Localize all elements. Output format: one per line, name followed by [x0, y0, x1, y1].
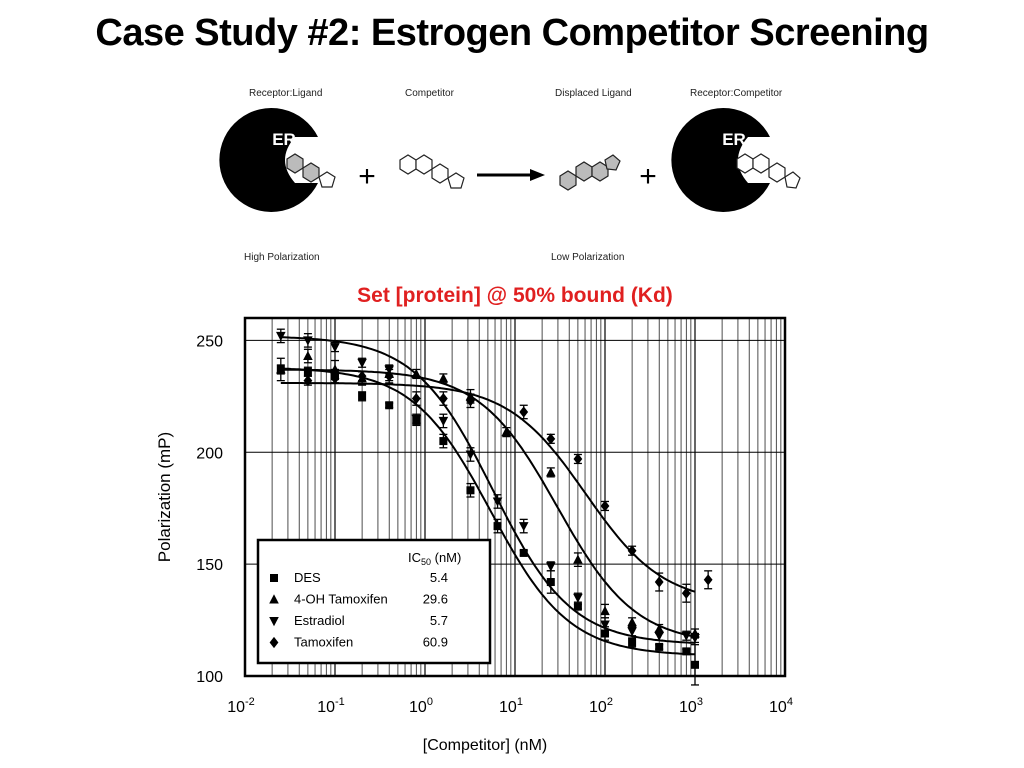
- legend-marker-des: [270, 574, 278, 582]
- data-point-des: [303, 367, 312, 376]
- slide-title: Case Study #2: Estrogen Competitor Scree…: [95, 12, 929, 54]
- data-point-estradiol: [411, 414, 422, 424]
- data-point-tamoxifen: [438, 392, 448, 405]
- data-point-tamoxifen: [303, 375, 313, 387]
- data-point-4-oh-tamoxifen: [276, 364, 286, 374]
- data-point-des: [358, 392, 367, 401]
- data-point-estradiol: [627, 627, 637, 637]
- legend-label-4-oh-tamoxifen: 4-OH Tamoxifen: [294, 592, 388, 607]
- data-point-tamoxifen: [466, 395, 475, 407]
- receptor-competitor-label: Receptor:Competitor: [690, 88, 783, 99]
- data-point-4-oh-tamoxifen: [627, 617, 637, 627]
- data-point-tamoxifen: [546, 433, 556, 445]
- data-point-estradiol: [681, 631, 692, 641]
- legend-ic50-estradiol: 5.7: [430, 613, 448, 628]
- legend-marker-4-oh-tamoxifen: [269, 594, 279, 604]
- legend-box: [256, 538, 492, 665]
- legend-ic50-des: 5.4: [430, 570, 448, 585]
- y-axis-label: Polarization (mP): [155, 432, 174, 562]
- data-point-des: [682, 647, 691, 656]
- data-point-tamoxifen: [703, 574, 713, 586]
- data-point-tamoxifen: [573, 453, 583, 465]
- legend-header: IC50 (nM): [408, 550, 461, 567]
- data-point-estradiol: [573, 593, 583, 603]
- x-tick-label: 10-1: [317, 696, 345, 716]
- x-tick-label: 103: [679, 696, 703, 716]
- legend-ic50-tamoxifen: 60.9: [423, 635, 448, 650]
- x-tick-label: 101: [499, 696, 523, 716]
- data-point-des: [493, 522, 502, 531]
- x-tick-label: 102: [589, 696, 613, 716]
- x-axis-label: [Competitor] (nM): [423, 737, 547, 754]
- data-point-tamoxifen: [384, 370, 394, 382]
- data-point-tamoxifen: [654, 576, 664, 588]
- legend-label-tamoxifen: Tamoxifen: [294, 635, 353, 650]
- data-point-estradiol: [600, 620, 610, 630]
- data-point-des: [546, 578, 555, 587]
- data-point-tamoxifen: [357, 370, 367, 382]
- data-point-estradiol: [518, 522, 529, 532]
- data-point-tamoxifen: [411, 392, 421, 405]
- data-point-4-oh-tamoxifen: [600, 605, 610, 616]
- legend-marker-tamoxifen: [269, 636, 279, 649]
- data-point-estradiol: [492, 497, 503, 507]
- data-point-4-oh-tamoxifen: [438, 373, 449, 383]
- data-point-estradiol: [438, 416, 449, 427]
- chart-subtitle: Set [protein] @ 50% bound (Kd): [357, 284, 673, 307]
- data-point-estradiol: [330, 343, 340, 353]
- data-point-des: [439, 437, 448, 446]
- legend-label-des: DES: [294, 570, 321, 585]
- high-polarization-label: High Polarization: [244, 252, 320, 263]
- legend-label-estradiol: Estradiol: [294, 613, 345, 628]
- y-tick-label: 200: [196, 445, 223, 462]
- data-point-des: [628, 638, 637, 647]
- legend-marker-estradiol: [269, 617, 279, 627]
- data-point-estradiol: [357, 358, 367, 368]
- data-point-4-oh-tamoxifen: [546, 467, 556, 477]
- receptor-ligand-label: Receptor:Ligand: [249, 88, 323, 99]
- plot-frame: [243, 316, 787, 678]
- fit-curve-tamoxifen: [280, 382, 696, 593]
- data-point-des: [519, 548, 528, 557]
- x-tick-label: 104: [769, 696, 793, 716]
- data-point-estradiol: [303, 336, 313, 346]
- data-point-des: [655, 642, 664, 651]
- fit-curve-des: [280, 367, 696, 656]
- y-tick-label: 100: [196, 669, 223, 686]
- data-point-des: [385, 401, 394, 410]
- data-point-4-oh-tamoxifen: [501, 426, 512, 437]
- data-point-4-oh-tamoxifen: [330, 364, 340, 374]
- data-point-4-oh-tamoxifen: [573, 554, 583, 564]
- low-polarization-label: Low Polarization: [551, 252, 625, 263]
- data-point-des: [466, 486, 475, 495]
- data-point-4-oh-tamoxifen: [303, 350, 313, 361]
- data-point-des: [573, 602, 582, 611]
- legend-ic50-4-oh-tamoxifen: 29.6: [423, 592, 448, 607]
- data-point-tamoxifen: [627, 545, 637, 557]
- x-tick-label: 10-2: [227, 696, 255, 716]
- data-point-estradiol: [276, 331, 286, 342]
- fit-curve-4-oh-tamoxifen: [280, 368, 696, 638]
- data-point-tamoxifen: [600, 500, 610, 512]
- data-point-estradiol: [690, 633, 700, 644]
- data-point-des: [601, 629, 609, 638]
- displaced-ligand-label: Displaced Ligand: [555, 88, 632, 99]
- fit-curve-estradiol: [280, 336, 696, 644]
- data-point-tamoxifen: [519, 406, 529, 418]
- data-point-tamoxifen: [330, 372, 340, 385]
- competitor-label: Competitor: [405, 88, 454, 99]
- data-point-estradiol: [546, 562, 556, 572]
- x-tick-label: 100: [409, 696, 433, 716]
- data-point-des: [691, 660, 699, 669]
- y-tick-label: 150: [196, 557, 223, 574]
- data-point-estradiol: [465, 450, 476, 460]
- data-point-tamoxifen: [681, 587, 691, 599]
- data-point-estradiol: [654, 631, 664, 641]
- y-tick-label: 250: [196, 333, 223, 350]
